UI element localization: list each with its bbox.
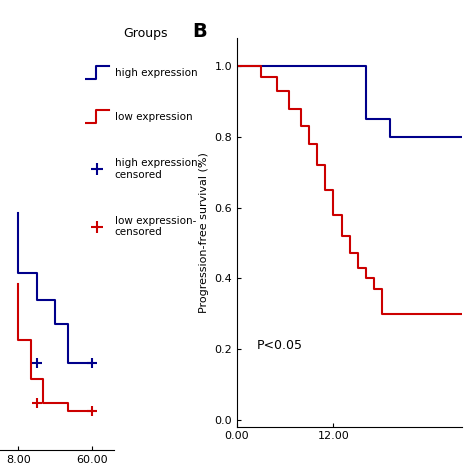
- Text: high expression-
censored: high expression- censored: [115, 158, 201, 180]
- Y-axis label: Progression-free survival (%): Progression-free survival (%): [199, 152, 209, 313]
- Text: P<0.05: P<0.05: [257, 339, 303, 352]
- Text: low expression: low expression: [115, 111, 192, 121]
- Text: Groups: Groups: [123, 27, 167, 40]
- Text: high expression: high expression: [115, 68, 197, 78]
- Text: low expression-
censored: low expression- censored: [115, 216, 196, 237]
- Text: B: B: [192, 22, 207, 41]
